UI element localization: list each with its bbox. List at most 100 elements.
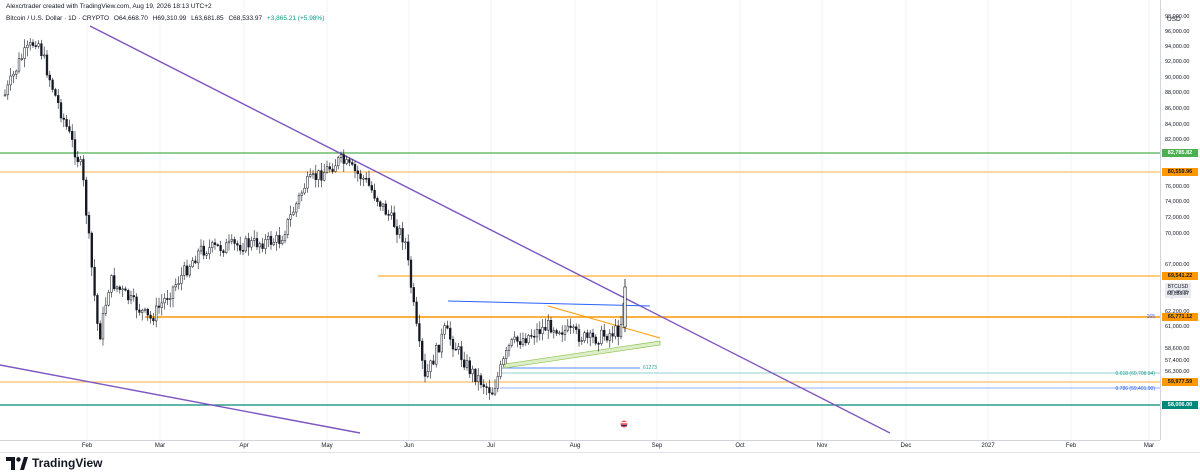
candle-body xyxy=(269,235,273,245)
price-level-label: 69,541.22 xyxy=(1162,272,1198,280)
candle-body xyxy=(166,298,169,300)
candle-body xyxy=(45,54,49,76)
candle-body xyxy=(552,330,555,333)
candle-body xyxy=(29,42,32,46)
candle-body xyxy=(328,166,331,170)
time-tick: Nov xyxy=(816,443,828,449)
candle-body xyxy=(163,298,166,304)
time-tick: Sep xyxy=(651,443,663,449)
candle-body xyxy=(188,266,191,276)
candle-body xyxy=(289,214,292,220)
price-tick: 84,000.00 xyxy=(1165,122,1190,128)
candle-body xyxy=(432,360,435,365)
price-tick: 86,000.00 xyxy=(1165,106,1190,112)
candle-body xyxy=(205,253,208,256)
candle-body xyxy=(59,102,63,119)
tradingview-logo[interactable]: TradingView xyxy=(6,456,102,470)
time-tick: Mar xyxy=(1143,443,1155,449)
candle-body xyxy=(367,178,371,186)
candle-body xyxy=(141,309,144,313)
candle-body xyxy=(440,333,443,353)
candle-body xyxy=(482,384,485,387)
candle-body xyxy=(230,239,233,242)
candle-body xyxy=(311,173,315,175)
candle-body xyxy=(390,212,393,216)
candle-body xyxy=(191,260,194,268)
candle-body xyxy=(216,244,219,246)
current-price-badge: BTCUSD 68,533.97 xyxy=(1165,283,1191,298)
time-tick: Jul xyxy=(487,443,495,449)
candle-body xyxy=(124,288,127,291)
candle-body xyxy=(569,325,572,328)
price-tick: 72,000.00 xyxy=(1165,215,1190,221)
candle-body xyxy=(586,332,589,338)
symbol-title[interactable]: Bitcoin / U.S. Dollar · 1D · CRYPTO xyxy=(6,15,110,22)
price-axis[interactable]: USD 98,000.00 96,000.00 94,000.00 92,000.00… xyxy=(1160,0,1200,440)
candle-body xyxy=(376,198,379,203)
candle-body xyxy=(485,386,488,388)
candle-body xyxy=(524,338,527,344)
candle-body xyxy=(12,73,15,77)
candle-body xyxy=(241,250,245,252)
candle-body xyxy=(521,338,525,345)
candle-body xyxy=(267,235,270,240)
candle-body xyxy=(608,333,611,341)
candle-body xyxy=(264,239,267,249)
candle-body xyxy=(477,375,480,382)
candle-body xyxy=(605,336,609,341)
candle-body xyxy=(160,302,163,308)
candle-body xyxy=(597,343,600,345)
candle-body xyxy=(356,170,359,174)
time-axis[interactable]: Feb Mar Apr May Jun Jul Aug Sep Oct Nov Dec 2027 Feb… xyxy=(0,440,1160,453)
price-tick: 56,300.00 xyxy=(1165,369,1190,375)
time-tick: Feb xyxy=(81,443,93,449)
candle-body xyxy=(76,156,79,163)
price-tick: 92,000.00 xyxy=(1165,59,1190,65)
candle-body xyxy=(359,173,362,180)
candle-body xyxy=(309,174,312,177)
candle-body xyxy=(614,325,617,337)
candle-body xyxy=(272,242,275,245)
candle-body xyxy=(454,348,457,351)
candle-body xyxy=(183,265,186,276)
candle-body xyxy=(516,336,519,342)
candle-body xyxy=(339,154,343,158)
candle-body xyxy=(283,234,287,241)
candle-body xyxy=(23,47,26,59)
candle-body xyxy=(20,58,23,60)
candle-body xyxy=(292,211,295,215)
chart-canvas[interactable]: 0.618 (60,708.94) 0.786 (59,401.90) 6127… xyxy=(0,0,1160,440)
chart-svg[interactable]: 0.618 (60,708.94) 0.786 (59,401.90) 6127… xyxy=(0,0,1160,440)
candle-body xyxy=(85,179,88,216)
candle-body xyxy=(57,95,60,103)
price-tick: 76,000.00 xyxy=(1165,184,1190,190)
candle-body xyxy=(499,364,502,377)
candle-body xyxy=(337,157,340,167)
candlestick-series xyxy=(3,38,627,400)
chart-header: Alexcrtrader created with TradingView.co… xyxy=(0,0,1160,28)
candle-body xyxy=(591,332,595,338)
candle-body xyxy=(255,238,259,248)
candle-body xyxy=(275,235,278,243)
last-candle-body xyxy=(623,286,627,328)
candle-body xyxy=(239,244,242,251)
candle-body xyxy=(519,341,522,345)
candle-body xyxy=(208,247,211,255)
candle-body xyxy=(17,58,21,72)
candle-body xyxy=(505,350,508,359)
candle-body xyxy=(211,242,214,248)
candle-body xyxy=(404,241,407,244)
open-value: O64,668.70 xyxy=(113,15,148,22)
candle-body xyxy=(121,288,124,291)
candle-body xyxy=(169,298,172,300)
candle-body xyxy=(104,304,107,314)
candle-body xyxy=(502,358,505,365)
candle-body xyxy=(471,368,474,375)
price-level-label: 59,977.59 xyxy=(1162,378,1198,386)
high-value: H69,310.99 xyxy=(152,15,187,22)
candle-body xyxy=(451,338,455,350)
price-level-label: 65,771.12 xyxy=(1162,313,1198,321)
candle-body xyxy=(194,260,197,264)
candle-body xyxy=(261,243,264,249)
price-tick: 67,000.00 xyxy=(1165,262,1190,268)
